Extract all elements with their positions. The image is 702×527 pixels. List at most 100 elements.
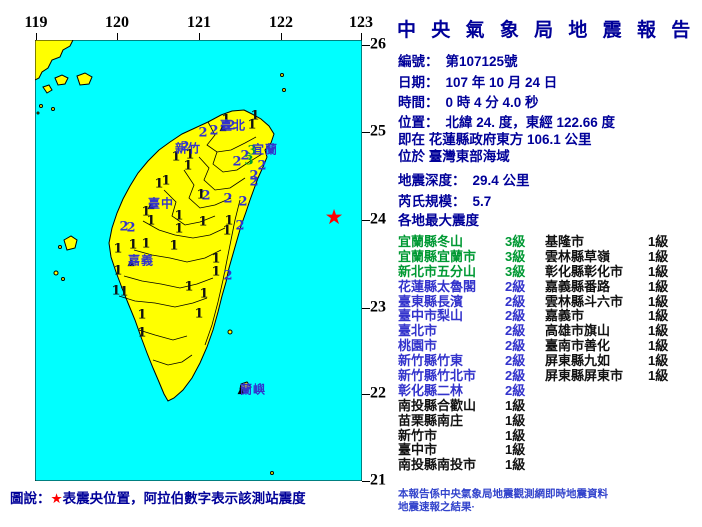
- city-label: 臺中: [147, 196, 175, 211]
- green-island: [227, 329, 233, 335]
- intensity-marker: 1: [113, 241, 123, 257]
- field-value: 5.7: [472, 194, 492, 209]
- intensity-marker: 1: [161, 173, 171, 189]
- station-row: 南投縣南投市 1級: [398, 457, 558, 473]
- station-intensity: 1級: [648, 234, 669, 249]
- field-value: 29.4 公里: [472, 173, 530, 188]
- intensity-marker: 2: [257, 158, 267, 174]
- intensity-marker: 1: [141, 204, 151, 220]
- lat-axis-tick: [362, 220, 370, 221]
- report-field: 編號： 第107125號: [398, 50, 518, 70]
- station-intensity: 3級: [505, 263, 526, 279]
- lat-axis-label: 26: [370, 35, 386, 53]
- station-name: 苗栗縣南庄: [398, 412, 464, 428]
- intensity-marker: 1: [119, 284, 129, 300]
- report-footer: 本報告係中央氣象局地震觀測網即時地震資料 地震速報之結果·: [398, 488, 608, 514]
- taiwan-map: [35, 40, 362, 481]
- intensity-marker: 1: [171, 149, 181, 165]
- station-name: 臺南市善化: [545, 338, 611, 354]
- station-intensity: 2級: [505, 308, 526, 324]
- intensity-marker: 1: [222, 223, 232, 239]
- station-name: 雲林縣斗六市: [545, 293, 624, 309]
- intensity-marker: 1: [247, 117, 257, 133]
- city-label: 宜蘭: [251, 142, 279, 157]
- station-name: 新竹縣竹北市: [398, 368, 477, 384]
- intensity-marker: 1: [137, 325, 147, 341]
- lat-axis-label: 24: [370, 210, 386, 228]
- small-island: [51, 107, 55, 111]
- station-name: 南投縣南投市: [398, 457, 477, 473]
- lon-axis-label: 123: [349, 14, 373, 31]
- intensity-marker: 2: [223, 191, 233, 207]
- station-name: 屏東縣屏東市: [545, 368, 624, 384]
- small-island: [270, 471, 274, 475]
- small-island: [282, 88, 286, 92]
- lat-axis-label: 22: [370, 384, 386, 402]
- intensity-marker: 1: [141, 236, 151, 252]
- station-row: 屏東縣九如 1級: [545, 353, 702, 369]
- station-intensity: 1級: [505, 397, 526, 413]
- station-intensity: 2級: [505, 278, 526, 294]
- intensity-marker: 2: [232, 154, 242, 170]
- intensity-marker: 2: [223, 268, 233, 284]
- station-row: 基隆市 1級: [545, 234, 702, 250]
- orchid-island: [239, 381, 252, 392]
- intensity-marker: 2: [226, 118, 236, 134]
- station-name: 宜蘭縣宜蘭市: [398, 248, 477, 264]
- report-title: 中 央 氣 象 局 地 震 報 告: [397, 20, 696, 41]
- county-boundary: [118, 295, 208, 308]
- legend-text: 表震央位置，阿拉伯數字表示該測站震度: [62, 491, 306, 506]
- station-row: 臺北市 2級: [398, 323, 558, 339]
- epicenter-star-icon: ★: [50, 491, 63, 507]
- city-label: 嘉義: [127, 253, 155, 268]
- report-field: 芮氏規模： 5.7: [398, 190, 491, 210]
- intensity-marker: 2: [119, 219, 129, 235]
- lat-axis-label: 21: [370, 471, 386, 489]
- county-boundary: [142, 220, 226, 239]
- station-name: 嘉義縣番路: [545, 278, 611, 294]
- station-row: 雲林縣草嶺 1級: [545, 248, 702, 265]
- lon-axis-tick: [199, 33, 200, 40]
- county-boundary: [133, 249, 222, 263]
- city-marker-icon: ▲: [219, 123, 227, 133]
- county-boundary: [198, 156, 246, 191]
- lon-axis-tick: [361, 33, 362, 40]
- city-label: 臺北: [219, 118, 247, 133]
- report-field: 日期： 107 年 10 月 24 日: [398, 71, 557, 91]
- penghu-islands: [58, 245, 62, 249]
- station-name: 基隆市: [545, 234, 585, 249]
- station-intensity: 2級: [505, 338, 526, 354]
- field-label: 地震深度：: [398, 173, 466, 188]
- station-name: 花蓮縣太魯閣: [398, 278, 477, 294]
- intensity-marker: 1: [113, 263, 123, 279]
- report-field: 地震深度： 29.4 公里: [398, 169, 530, 189]
- intensity-marker: 2: [126, 220, 136, 236]
- lat-axis-tick: [362, 132, 370, 133]
- intensity-marker: 1: [199, 286, 209, 302]
- station-intensity: 2級: [505, 368, 526, 384]
- station-row: 嘉義縣番路 1級: [545, 278, 702, 295]
- intensity-marker: 1: [154, 176, 164, 192]
- station-name: 南投縣合歡山: [398, 397, 477, 413]
- matsu-islands: [54, 74, 69, 86]
- report-field: 時間： 0 時 4 分 4.0 秒: [398, 91, 539, 111]
- lat-axis-tick: [362, 394, 370, 395]
- station-name: 彰化縣彰化市: [545, 263, 624, 279]
- station-row: 新北市五分山 3級: [398, 263, 558, 280]
- station-row: 臺南市善化 1級: [545, 338, 702, 354]
- station-name: 臺北市: [398, 323, 438, 339]
- station-intensity: 1級: [648, 248, 669, 264]
- map-legend: 圖說：★表震央位置，阿拉伯數字表示該測站震度: [10, 487, 306, 507]
- intensity-marker: 1: [128, 237, 138, 253]
- intensity-marker: 1: [198, 214, 208, 230]
- intensity-marker: 2: [240, 148, 250, 164]
- station-name: 臺中市: [398, 442, 438, 458]
- station-intensity: 3級: [505, 234, 526, 249]
- field-label: 日期：: [398, 75, 439, 90]
- footer-line: 本報告係中央氣象局地震觀測網即時地震資料: [398, 488, 608, 500]
- intensity-marker: 1: [250, 108, 260, 124]
- field-value: 107 年 10 月 24 日: [445, 75, 558, 90]
- station-list-left: 宜蘭縣冬山 3級 宜蘭縣宜蘭市 3級 新北市五分山 3級 花蓮縣太魯閣 2級 臺東縣長濱 2級 臺中…: [398, 234, 558, 473]
